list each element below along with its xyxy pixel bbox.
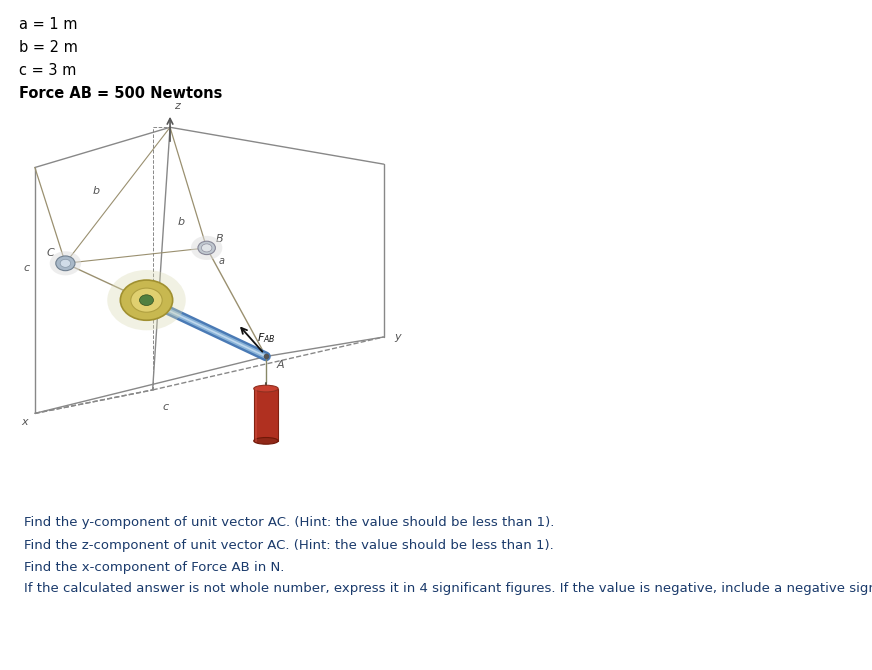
Text: c: c (162, 402, 169, 412)
Circle shape (198, 241, 215, 255)
Text: Force AB = 500 Newtons: Force AB = 500 Newtons (19, 86, 222, 100)
Text: a = 1 m: a = 1 m (19, 17, 78, 32)
Ellipse shape (254, 438, 278, 444)
Circle shape (201, 244, 212, 252)
Circle shape (50, 251, 81, 275)
Circle shape (56, 256, 75, 271)
Circle shape (140, 295, 153, 306)
Text: Find the x-component of Force AB in N.: Find the x-component of Force AB in N. (24, 561, 285, 574)
Text: c: c (23, 263, 30, 273)
Circle shape (107, 270, 186, 330)
Circle shape (120, 280, 173, 320)
Text: A: A (276, 360, 284, 370)
Text: Find the z-component of unit vector AC. (Hint: the value should be less than 1).: Find the z-component of unit vector AC. … (24, 539, 555, 552)
Ellipse shape (254, 385, 278, 392)
Text: b: b (92, 186, 99, 196)
Text: b: b (178, 218, 185, 227)
Text: a: a (219, 256, 225, 266)
Text: C: C (46, 248, 54, 258)
Text: z: z (174, 100, 181, 111)
Circle shape (191, 236, 222, 260)
Polygon shape (254, 389, 278, 441)
Text: $F_{AB}$: $F_{AB}$ (257, 331, 276, 345)
Text: B: B (215, 234, 223, 244)
Text: If the calculated answer is not whole number, express it in 4 significant figure: If the calculated answer is not whole nu… (24, 582, 872, 594)
Text: x: x (21, 417, 28, 427)
Text: Find the y-component of unit vector AC. (Hint: the value should be less than 1).: Find the y-component of unit vector AC. … (24, 516, 555, 529)
Circle shape (60, 259, 71, 267)
Circle shape (131, 288, 162, 312)
Text: y: y (394, 332, 401, 342)
Text: c = 3 m: c = 3 m (19, 63, 77, 78)
Text: b = 2 m: b = 2 m (19, 40, 78, 55)
